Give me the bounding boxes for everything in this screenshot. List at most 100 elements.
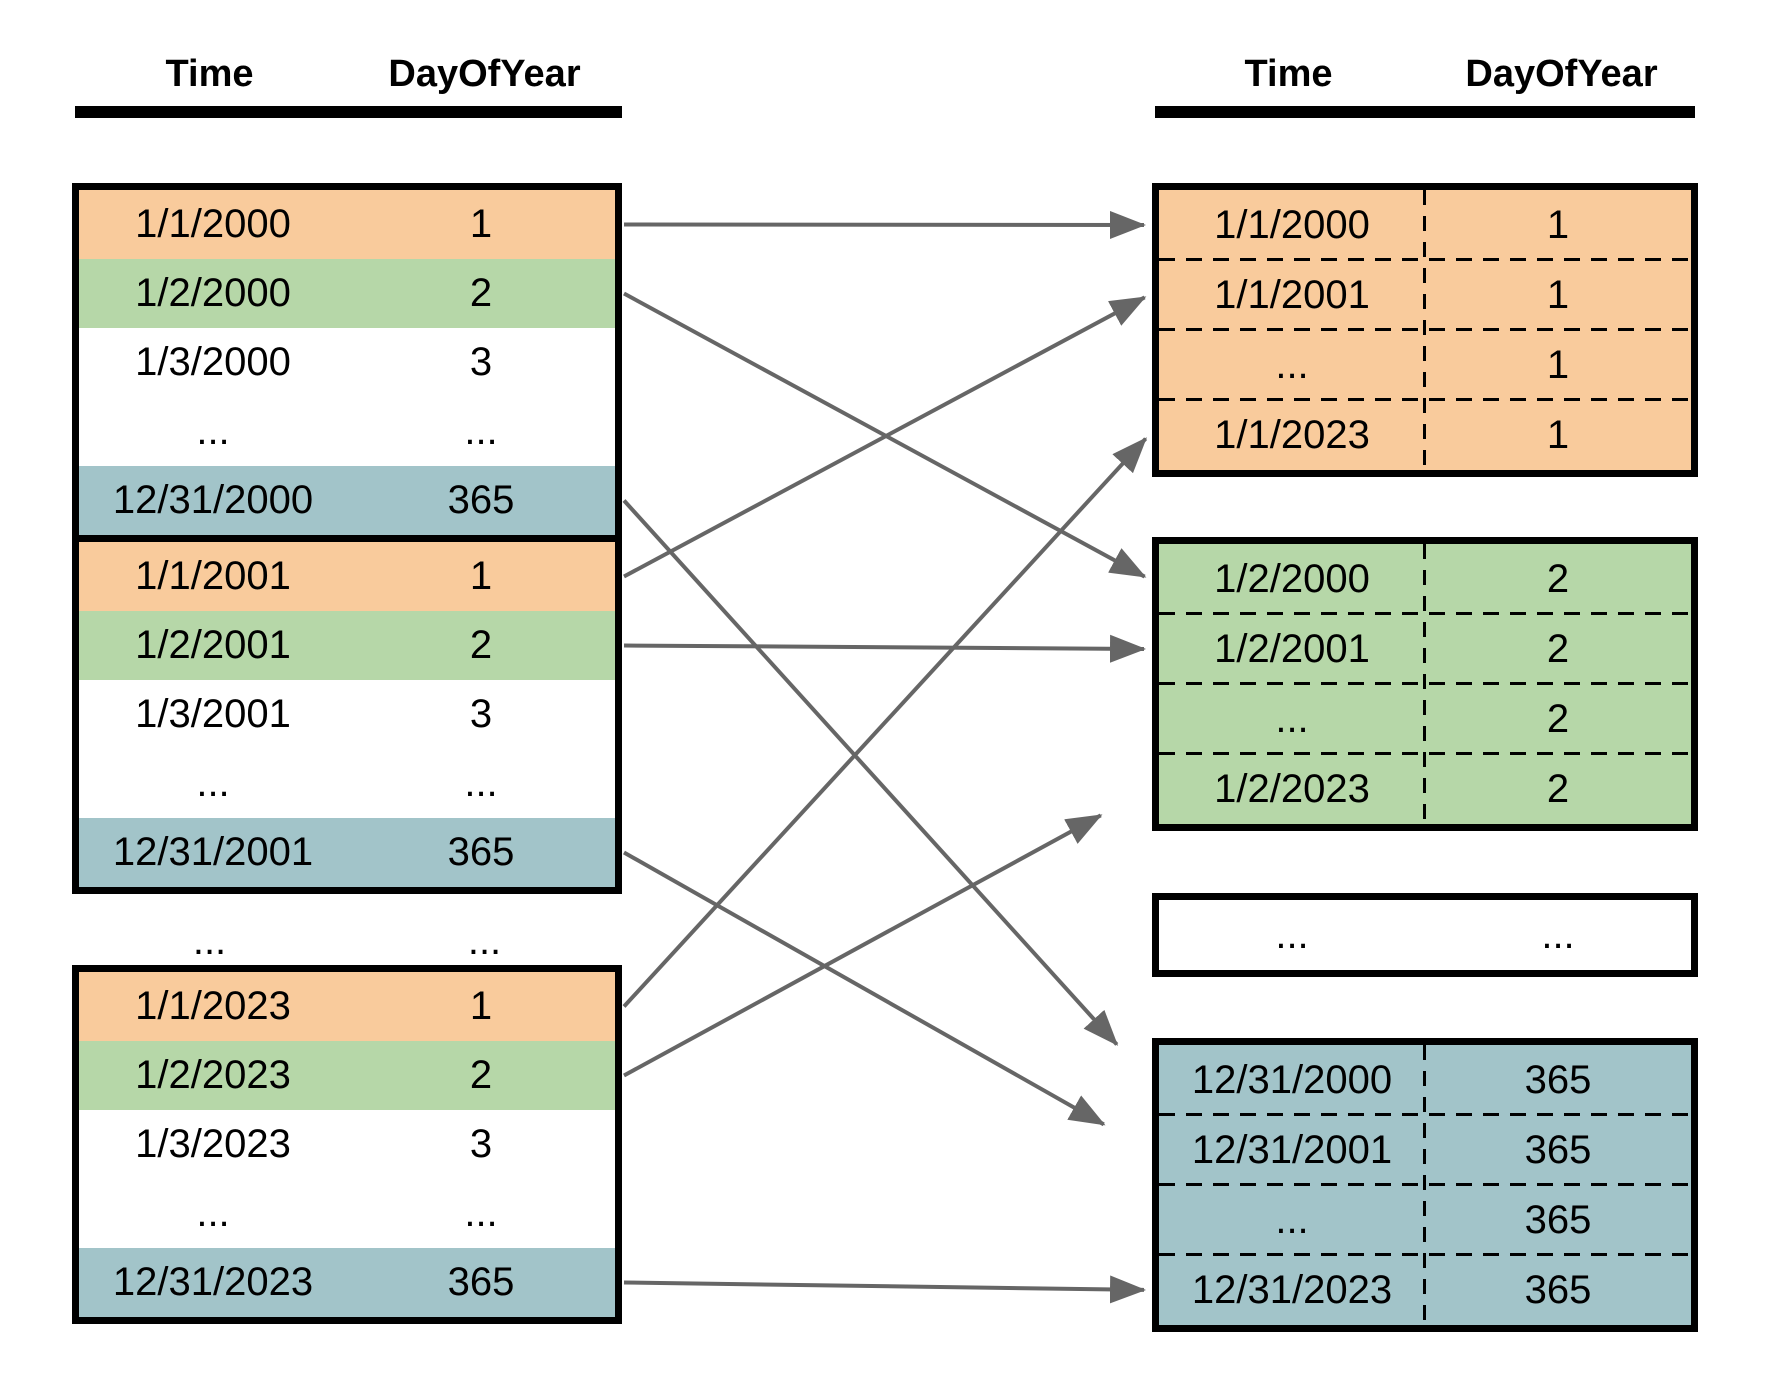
table-row-ellipsis: ... ... — [79, 749, 615, 818]
time-cell: 1/2/2001 — [1214, 626, 1370, 671]
time-cell: 1/2/2023 — [135, 1053, 291, 1097]
between-tables-ellipsis-row: ... ... — [72, 906, 622, 976]
dayofyear-cell: 3 — [469, 340, 493, 384]
table-row: 1/2/2001 2 — [1159, 612, 1691, 684]
table-row: 1/1/2000 1 — [1159, 190, 1691, 260]
mapping-arrow — [623, 291, 1147, 579]
time-cell: 1/3/2001 — [135, 692, 291, 736]
dayofyear-cell: 2 — [1546, 696, 1570, 741]
table-row: 1/2/2023 2 — [1159, 752, 1691, 824]
left-table-year-2000: 1/1/2000 1 1/2/2000 2 1/3/2000 3 ... ...… — [72, 183, 622, 542]
left-table-year-2001: 1/1/2001 1 1/2/2001 2 1/3/2001 3 ... ...… — [72, 535, 622, 894]
time-cell: 1/3/2000 — [135, 340, 291, 384]
dayofyear-cell: ... — [464, 1191, 498, 1235]
mapping-arrow — [622, 499, 1119, 1046]
table-row-ellipsis: ... ... — [79, 397, 615, 466]
time-cell: ... — [1275, 342, 1309, 387]
time-cell: ... — [196, 761, 230, 805]
dayofyear-cell: 2 — [1546, 766, 1570, 811]
time-cell: 1/2/2000 — [135, 271, 291, 315]
left-header-dayofyear: DayOfYear — [388, 53, 581, 95]
time-cell: 12/31/2001 — [1191, 1127, 1393, 1172]
right-header-underline — [1155, 106, 1695, 118]
time-cell: 1/1/2001 — [1214, 272, 1370, 317]
table-row: 1/2/2000 2 — [1159, 544, 1691, 614]
time-cell: 1/1/2023 — [135, 984, 291, 1028]
dayofyear-cell: 2 — [469, 271, 493, 315]
dayofyear-cell: 365 — [447, 1260, 515, 1304]
dayofyear-cell: 365 — [1524, 1127, 1592, 1172]
dayofyear-cell: 1 — [469, 554, 493, 598]
time-cell: 12/31/2023 — [112, 1260, 314, 1304]
right-group-day-1: 1/1/2000 1 1/1/2001 1 ... 1 1/1/2023 1 — [1152, 183, 1698, 477]
dayofyear-cell: 1 — [1546, 202, 1570, 247]
table-row: 12/31/2001 365 — [79, 818, 615, 887]
dayofyear-cell: 1 — [469, 202, 493, 246]
table-row: 12/31/2023 365 — [1159, 1253, 1691, 1325]
right-group-day-365: 12/31/2000 365 12/31/2001 365 ... 365 12… — [1152, 1038, 1698, 1332]
table-row: 1/3/2000 3 — [79, 328, 615, 397]
dayofyear-cell: 2 — [469, 623, 493, 667]
dayofyear-cell: 1 — [1546, 272, 1570, 317]
right-group-day-2: 1/2/2000 2 1/2/2001 2 ... 2 1/2/2023 2 — [1152, 537, 1698, 831]
right-header-dayofyear: DayOfYear — [1465, 53, 1658, 95]
dayofyear-cell: 365 — [1524, 1197, 1592, 1242]
dayofyear-cell: 3 — [469, 692, 493, 736]
time-cell: 12/31/2001 — [112, 830, 314, 874]
table-row: 12/31/2000 365 — [79, 466, 615, 535]
time-cell: ... — [1275, 912, 1309, 957]
table-row: 1/2/2023 2 — [79, 1041, 615, 1110]
dayofyear-cell: 2 — [1546, 556, 1570, 601]
dayofyear-cell: 3 — [469, 1122, 493, 1166]
table-row: 1/2/2001 2 — [79, 611, 615, 680]
mapping-arrow — [623, 813, 1103, 1078]
mapping-arrow — [623, 634, 1147, 663]
time-cell: 1/1/2023 — [1214, 412, 1370, 457]
time-cell: 1/1/2000 — [135, 202, 291, 246]
left-header-time: Time — [165, 53, 254, 95]
time-cell: 12/31/2000 — [1191, 1057, 1393, 1102]
table-row: 1/1/2000 1 — [79, 190, 615, 259]
table-row: 12/31/2001 365 — [1159, 1113, 1691, 1185]
time-cell: 1/3/2023 — [135, 1122, 291, 1166]
time-cell: ... — [1275, 1197, 1309, 1242]
left-header-underline — [75, 106, 622, 118]
mapping-arrow — [623, 850, 1106, 1127]
time-cell: ... — [196, 409, 230, 453]
mapping-arrow — [623, 295, 1147, 579]
table-row: 12/31/2023 365 — [79, 1248, 615, 1317]
table-row: 1/3/2001 3 — [79, 680, 615, 749]
table-row: 1/2/2000 2 — [79, 259, 615, 328]
table-row: 1/1/2001 1 — [1159, 258, 1691, 330]
dayofyear-cell: 2 — [469, 1053, 493, 1097]
dayofyear-cell: 1 — [469, 984, 493, 1028]
time-cell: 1/2/2023 — [1214, 766, 1370, 811]
table-row-ellipsis: ... 2 — [1159, 682, 1691, 754]
dayofyear-cell: 365 — [447, 478, 515, 522]
table-row: 1/3/2023 3 — [79, 1110, 615, 1179]
time-cell: 1/2/2000 — [1214, 556, 1370, 601]
table-row: 1/1/2023 1 — [79, 972, 615, 1041]
time-cell: 1/1/2000 — [1214, 202, 1370, 247]
time-cell: ... — [192, 918, 227, 963]
table-row-ellipsis: ... 1 — [1159, 328, 1691, 400]
mapping-arrow — [623, 1275, 1147, 1304]
time-cell: 1/1/2001 — [135, 554, 291, 598]
right-header-time: Time — [1244, 53, 1333, 95]
table-row-ellipsis: ... ... — [1159, 900, 1691, 970]
dayofyear-cell: 2 — [1546, 626, 1570, 671]
time-cell: ... — [1275, 696, 1309, 741]
dayofyear-cell: 1 — [1546, 342, 1570, 387]
time-cell: 1/2/2001 — [135, 623, 291, 667]
time-cell: ... — [196, 1191, 230, 1235]
table-row: 12/31/2000 365 — [1159, 1045, 1691, 1115]
left-table-year-2023: 1/1/2023 1 1/2/2023 2 1/3/2023 3 ... ...… — [72, 965, 622, 1324]
dayofyear-cell: 1 — [1546, 412, 1570, 457]
time-cell: 12/31/2000 — [112, 478, 314, 522]
dayofyear-cell: ... — [1541, 912, 1575, 957]
dayofyear-cell: ... — [464, 409, 498, 453]
dayofyear-cell: 365 — [1524, 1267, 1592, 1312]
table-row-ellipsis: ... ... — [79, 1179, 615, 1248]
dayofyear-cell: ... — [467, 918, 502, 963]
